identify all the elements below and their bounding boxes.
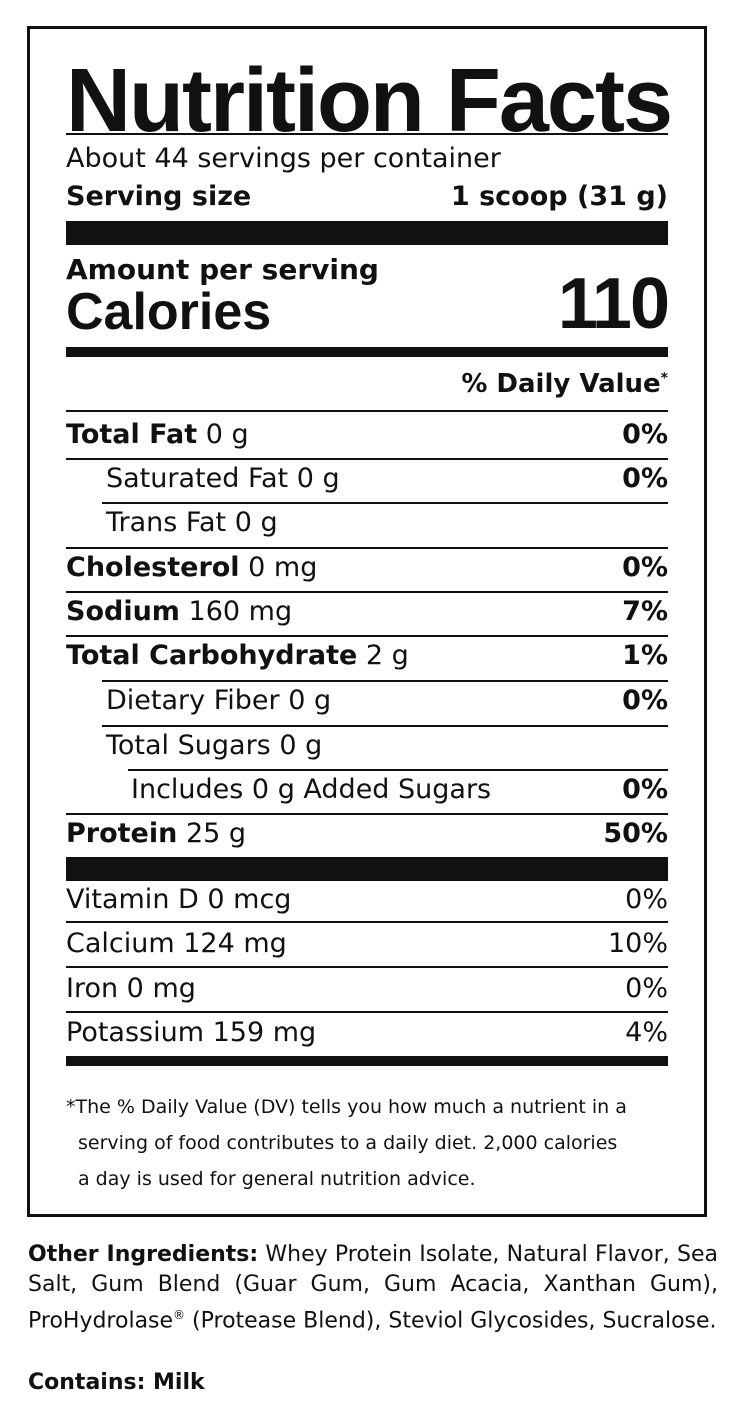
divider (102, 502, 668, 504)
nutrient-name: Sodium (66, 596, 180, 627)
nutrient-amount: 2 g (365, 640, 409, 671)
vitamin-row-iron: Iron 0 mg 0% (66, 973, 668, 1004)
divider (66, 635, 668, 637)
nutrient-label: Trans Fat 0 g (66, 507, 278, 538)
vitamin-name: Iron 0 mg (66, 973, 196, 1004)
nutrient-amount: 0 mg (248, 552, 318, 583)
ingredients-label: Other Ingredients: (28, 1242, 259, 1267)
nutrient-row-total-carbohydrate: Total Carbohydrate 2 g 1% (66, 640, 668, 671)
nutrient-label: Protein 25 g (66, 818, 246, 849)
nutrient-name: Total Fat (66, 419, 198, 450)
divider (102, 680, 668, 682)
daily-value-header: % Daily Value* (461, 369, 668, 399)
nutrient-name: Dietary Fiber (106, 685, 280, 716)
servings-row: About 44 servings per container (66, 143, 668, 174)
nutrient-label: Dietary Fiber 0 g (66, 685, 331, 716)
nutrient-name: Cholesterol (66, 552, 240, 583)
nutrient-label: Saturated Fat 0 g (66, 463, 340, 494)
divider (66, 921, 668, 923)
daily-value-header-text: % Daily Value (461, 369, 661, 399)
nutrition-facts-title: Nutrition Facts (66, 51, 673, 151)
nutrient-name: Total Sugars (106, 730, 271, 761)
other-ingredients: Other Ingredients: Whey Protein Isolate,… (28, 1240, 718, 1336)
serving-size-value: 1 scoop (31 g) (450, 181, 668, 212)
footnote-line-3: a day is used for general nutrition advi… (78, 1168, 476, 1190)
servings-per-container: About 44 servings per container (66, 143, 501, 174)
calories-value: 110 (557, 264, 670, 344)
footnote-line-1: *The % Daily Value (DV) tells you how mu… (66, 1096, 627, 1118)
medium-divider (66, 347, 668, 357)
divider (66, 966, 668, 968)
nutrient-label: Total Carbohydrate 2 g (66, 640, 409, 671)
nutrient-name: Trans Fat (106, 507, 227, 538)
vitamin-dv: 0% (625, 884, 668, 915)
nutrient-amount: 0 g (234, 507, 278, 538)
vitamin-dv: 0% (625, 973, 668, 1004)
nutrient-row-cholesterol: Cholesterol 0 mg 0% (66, 552, 668, 583)
ingredients-text-2: (Protease Blend), Steviol Glycosides, Su… (185, 1308, 717, 1334)
divider (66, 1011, 668, 1013)
nutrient-amount: 0 g (288, 685, 332, 716)
allergen-contains: Contains: Milk (28, 1370, 205, 1395)
vitamin-name: Vitamin D 0 mcg (66, 884, 292, 915)
nutrient-name: Protein (66, 818, 178, 849)
divider (66, 591, 668, 593)
daily-value-footnote: *The % Daily Value (DV) tells you how mu… (66, 1089, 668, 1197)
vitamin-name: Calcium 124 mg (66, 928, 287, 959)
nutrient-name: Saturated Fat (106, 463, 289, 494)
footnote-line-2: serving of food contributes to a daily d… (78, 1132, 618, 1154)
serving-size-row: Serving size 1 scoop (31 g) (66, 181, 668, 212)
nutrient-row-total-fat: Total Fat 0 g 0% (66, 419, 668, 450)
amount-per-serving: Amount per serving (66, 253, 379, 286)
nutrient-row-protein: Protein 25 g 50% (66, 818, 668, 849)
vitamin-dv: 4% (625, 1017, 668, 1048)
vitamin-row-calcium: Calcium 124 mg 10% (66, 928, 668, 959)
nutrient-dv: 7% (622, 596, 668, 627)
nutrient-label: Total Fat 0 g (66, 419, 249, 450)
nutrient-row-total-sugars: Total Sugars 0 g (66, 730, 668, 761)
nutrient-amount: 0 g (296, 463, 340, 494)
nutrient-row-dietary-fiber: Dietary Fiber 0 g 0% (66, 685, 668, 716)
vitamin-dv: 10% (607, 928, 668, 959)
nutrient-amount: 0 g (205, 419, 249, 450)
nutrient-row-sodium: Sodium 160 mg 7% (66, 596, 668, 627)
thick-divider (66, 221, 668, 245)
thick-divider (66, 857, 668, 881)
nutrient-dv: 1% (622, 640, 668, 671)
nutrient-dv: 0% (622, 552, 668, 583)
divider (66, 410, 668, 412)
divider (102, 725, 668, 727)
nutrient-row-added-sugars: Includes 0 g Added Sugars 0% (66, 774, 668, 805)
nutrient-dv: 0% (622, 685, 668, 716)
nutrient-row-trans-fat: Trans Fat 0 g (66, 507, 668, 538)
nutrient-label: Sodium 160 mg (66, 596, 292, 627)
nutrient-dv: 0% (622, 463, 668, 494)
nutrient-amount: 160 mg (188, 596, 293, 627)
divider (66, 133, 668, 135)
divider (66, 547, 668, 549)
nutrient-name: Includes 0 g Added Sugars (131, 774, 492, 805)
divider (66, 458, 668, 460)
nutrient-label: Total Sugars 0 g (66, 730, 322, 761)
nutrient-dv: 50% (603, 818, 668, 849)
vitamin-row-potassium: Potassium 159 mg 4% (66, 1017, 668, 1048)
nutrient-amount: 25 g (185, 818, 247, 849)
nutrient-amount: 0 g (279, 730, 323, 761)
nutrient-dv: 0% (622, 774, 668, 805)
serving-size-label: Serving size (66, 181, 252, 212)
nutrient-name: Total Carbohydrate (66, 640, 358, 671)
daily-value-asterisk: * (660, 370, 668, 387)
vitamin-row-vitamin-d: Vitamin D 0 mcg 0% (66, 884, 668, 915)
divider (66, 813, 668, 815)
ingredients-text-1: Whey Protein Isolate, Natural Flavor, Se… (28, 1242, 718, 1334)
divider (128, 769, 668, 771)
vitamin-name: Potassium 159 mg (66, 1017, 317, 1048)
calories-label: Calories (66, 283, 272, 341)
medium-divider (66, 1056, 668, 1066)
nutrient-dv: 0% (622, 419, 668, 450)
nutrient-row-saturated-fat: Saturated Fat 0 g 0% (66, 463, 668, 494)
nutrient-label: Cholesterol 0 mg (66, 552, 317, 583)
registered-mark: ® (173, 1308, 186, 1322)
nutrition-facts-panel: Nutrition Facts About 44 servings per co… (27, 26, 707, 1217)
